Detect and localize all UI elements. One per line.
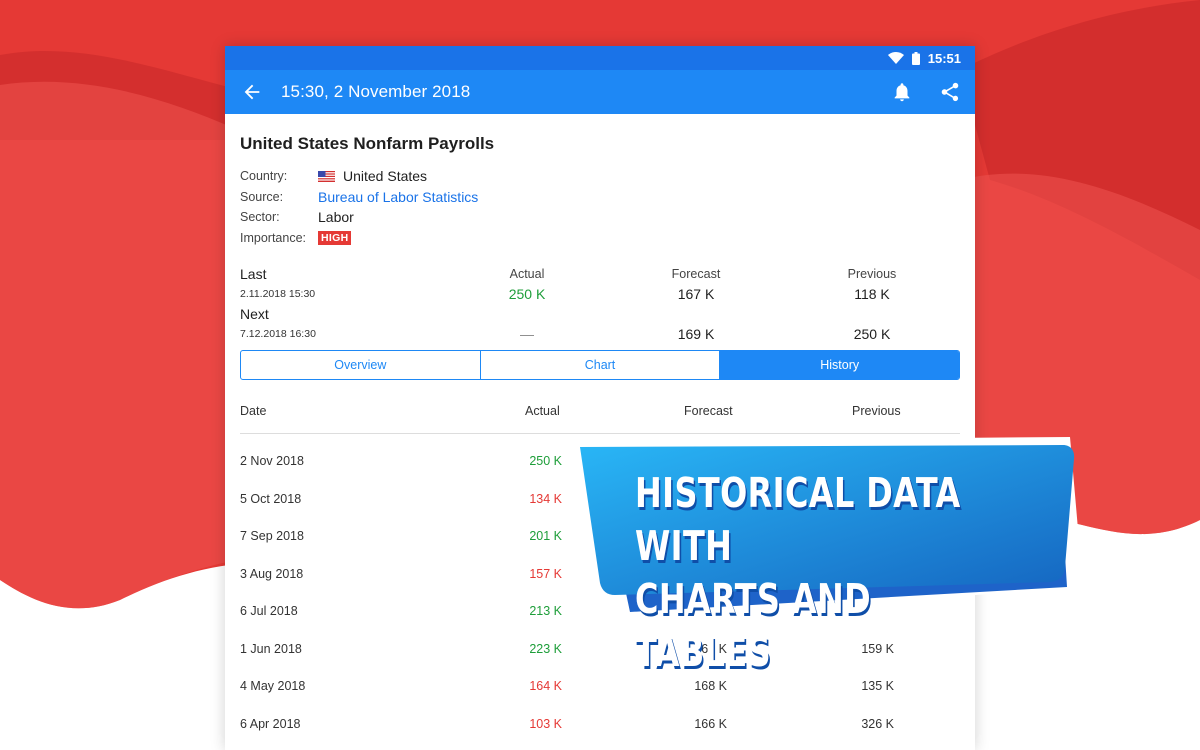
row-forecast: 166 K <box>657 717 727 731</box>
next-values-row: 7.12.2018 16:30 — 169 K 250 K <box>240 324 960 344</box>
row-actual: 250 K <box>492 454 562 468</box>
history-header-previous: Previous <box>852 404 901 418</box>
row-actual: 157 K <box>492 567 562 581</box>
status-time: 15:51 <box>928 51 961 66</box>
row-forecast: 168 K <box>657 679 727 693</box>
row-actual: 103 K <box>492 717 562 731</box>
banner-text: HISTORICAL DATA WITH CHARTS AND TABLES <box>635 467 978 679</box>
row-date: 7 Sep 2018 <box>240 529 304 543</box>
row-actual: 201 K <box>492 529 562 543</box>
row-date: 5 Oct 2018 <box>240 492 301 506</box>
tab-overview[interactable]: Overview <box>241 351 480 379</box>
banner-line-1: HISTORICAL DATA WITH <box>635 467 978 573</box>
row-date: 2 Nov 2018 <box>240 454 304 468</box>
last-previous: 118 K <box>812 286 932 302</box>
last-forecast: 167 K <box>636 286 756 302</box>
next-date: 7.12.2018 16:30 <box>240 328 316 340</box>
us-flag-icon <box>318 171 335 182</box>
row-date: 6 Apr 2018 <box>240 717 300 731</box>
next-previous: 250 K <box>812 326 932 342</box>
source-link[interactable]: Bureau of Labor Statistics <box>318 189 478 205</box>
tab-history[interactable]: History <box>719 351 959 379</box>
banner-line-2: CHARTS AND TABLES <box>635 573 978 679</box>
row-previous: 326 K <box>824 717 894 731</box>
importance-row: Importance: HIGH <box>240 228 960 249</box>
bell-icon[interactable] <box>891 81 913 103</box>
last-actual: 250 K <box>467 286 587 302</box>
last-values-row: 2.11.2018 15:30 250 K 167 K 118 K <box>240 284 960 304</box>
next-label: Next <box>240 306 269 322</box>
row-actual: 223 K <box>492 642 562 656</box>
history-header-forecast: Forecast <box>684 404 733 418</box>
battery-icon <box>912 52 920 65</box>
importance-badge: HIGH <box>318 231 351 245</box>
tab-chart[interactable]: Chart <box>480 351 720 379</box>
segment-tabs: Overview Chart History <box>240 350 960 380</box>
row-actual: 213 K <box>492 604 562 618</box>
row-date: 1 Jun 2018 <box>240 642 302 656</box>
sector-label: Sector: <box>240 210 318 224</box>
row-date: 4 May 2018 <box>240 679 305 693</box>
back-arrow-icon[interactable] <box>241 81 263 103</box>
history-header-actual: Actual <box>525 404 560 418</box>
source-label: Source: <box>240 190 318 204</box>
last-header-row: Last Actual Forecast Previous <box>240 264 960 284</box>
last-date: 2.11.2018 15:30 <box>240 288 315 300</box>
next-header-row: Next <box>240 304 960 324</box>
sector-value: Labor <box>318 209 354 225</box>
event-meta: Country: United States Source: Bureau of… <box>240 166 960 248</box>
country-value: United States <box>318 168 427 184</box>
importance-label: Importance: <box>240 231 318 245</box>
row-date: 3 Aug 2018 <box>240 567 303 581</box>
country-name: United States <box>343 168 427 184</box>
status-bar: 15:51 <box>225 46 975 70</box>
country-label: Country: <box>240 169 318 183</box>
history-table-header: Date Actual Forecast Previous <box>240 380 960 434</box>
event-title: United States Nonfarm Payrolls <box>240 134 960 154</box>
promo-banner: HISTORICAL DATA WITH CHARTS AND TABLES <box>575 437 1085 622</box>
country-row: Country: United States <box>240 166 960 187</box>
forecast-col-header: Forecast <box>636 267 756 281</box>
next-forecast: 169 K <box>636 326 756 342</box>
app-bar: 15:30, 2 November 2018 <box>225 70 975 114</box>
page-title: 15:30, 2 November 2018 <box>281 82 865 102</box>
row-actual: 134 K <box>492 492 562 506</box>
history-header-date: Date <box>240 404 266 418</box>
previous-col-header: Previous <box>812 267 932 281</box>
row-previous: 135 K <box>824 679 894 693</box>
sector-row: Sector: Labor <box>240 207 960 228</box>
table-row[interactable]: 6 Apr 2018 103 K 166 K 326 K <box>240 705 960 743</box>
actual-col-header: Actual <box>467 267 587 281</box>
row-actual: 164 K <box>492 679 562 693</box>
next-actual: — <box>467 326 587 342</box>
last-label: Last <box>240 266 266 282</box>
release-summary: Last Actual Forecast Previous 2.11.2018 … <box>240 264 960 344</box>
row-date: 6 Jul 2018 <box>240 604 298 618</box>
wifi-icon <box>888 52 904 64</box>
source-row: Source: Bureau of Labor Statistics <box>240 187 960 208</box>
share-icon[interactable] <box>939 81 961 103</box>
